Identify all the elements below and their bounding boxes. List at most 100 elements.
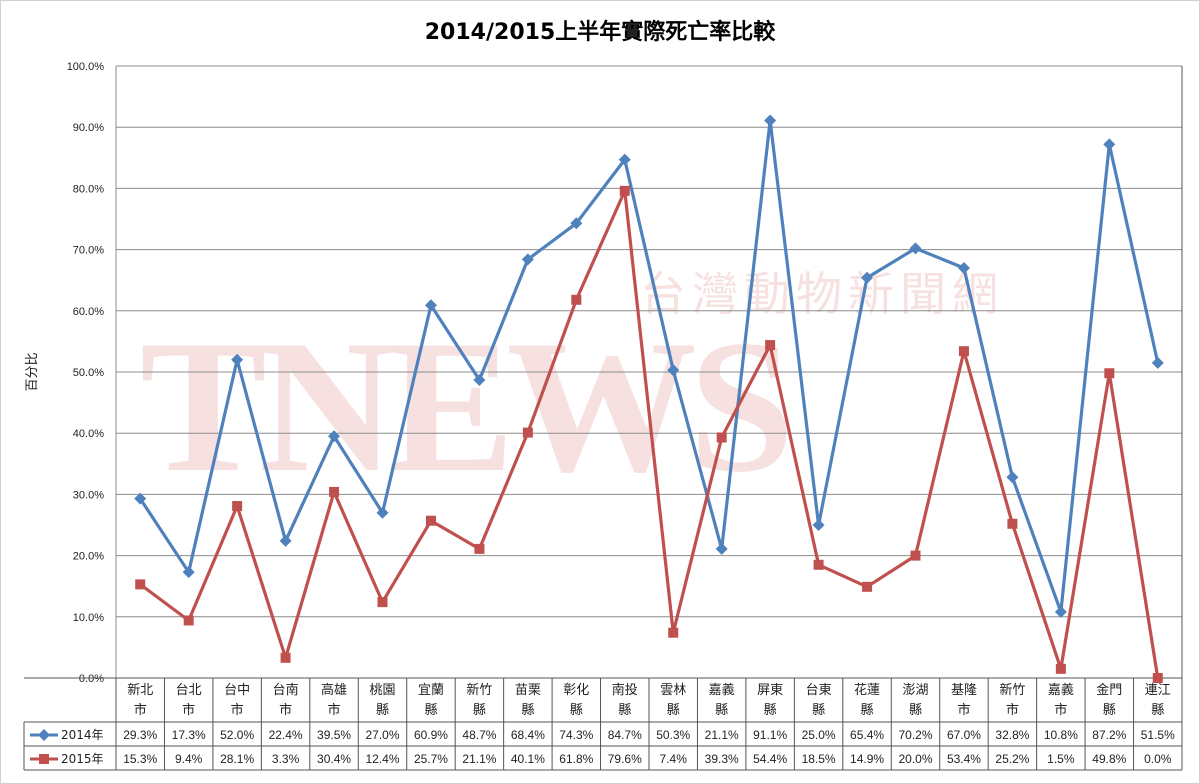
y-tick-label: 50.0% xyxy=(73,367,104,379)
data-point xyxy=(910,550,921,561)
legend-marker xyxy=(38,729,50,741)
x-category-label: 連江縣 xyxy=(1145,683,1171,718)
table-cell-value: 17.3% xyxy=(172,728,206,742)
category-label-line: 市 xyxy=(182,702,195,718)
y-tick-label: 20.0% xyxy=(73,551,104,563)
data-point xyxy=(618,153,631,166)
y-axis-ticks: 0.0% 10.0% 20.0% 30.0% 40.0% 50.0% 60.0% 70.0% 8… xyxy=(67,61,105,685)
data-point xyxy=(958,346,969,357)
category-label-line: 縣 xyxy=(667,703,680,718)
data-point xyxy=(424,299,437,312)
y-axis-label: 百分比 xyxy=(25,352,40,391)
table-cell-value: 68.4% xyxy=(511,728,545,742)
x-category-label: 金門縣 xyxy=(1096,682,1122,718)
data-point xyxy=(425,515,436,526)
table-cell-value: 21.1% xyxy=(462,752,496,766)
gridlines xyxy=(115,65,1182,679)
category-label-line: 嘉義 xyxy=(1048,682,1074,698)
table-cell-value: 52.0% xyxy=(220,728,254,742)
legend-marker xyxy=(39,754,49,764)
x-category-label: 桃園縣 xyxy=(369,683,395,718)
table-cell-value: 30.4% xyxy=(317,752,351,766)
data-point xyxy=(1103,138,1116,151)
data-point xyxy=(715,542,728,555)
series-line-2015年 xyxy=(139,189,1160,679)
table-cell-value: 0.0% xyxy=(1144,752,1172,766)
table-cell-value: 18.5% xyxy=(802,752,836,766)
table-cell-value: 65.4% xyxy=(850,728,884,742)
x-category-label: 高雄市 xyxy=(321,682,347,718)
x-category-label: 宜蘭縣 xyxy=(418,682,444,718)
category-label-line: 嘉義 xyxy=(709,682,735,698)
data-table: 新北市台北市台中市台南市高雄市桃園縣宜蘭縣新竹縣苗栗縣彰化縣南投縣雲林縣嘉義縣屏… xyxy=(23,66,1183,771)
category-label-line: 市 xyxy=(957,702,970,718)
table-cell-value: 48.7% xyxy=(462,728,496,742)
y-tick-label: 10.0% xyxy=(73,612,104,624)
data-point xyxy=(1104,368,1115,379)
table-cell-value: 70.2% xyxy=(898,728,932,742)
category-label-line: 縣 xyxy=(812,703,825,718)
category-label-line: 高雄 xyxy=(321,682,347,698)
data-point xyxy=(619,185,630,196)
legend-label: 2014年 xyxy=(61,728,104,742)
table-cell-value: 53.4% xyxy=(947,752,981,766)
category-label-line: 縣 xyxy=(909,703,922,718)
category-label-line: 新竹 xyxy=(466,682,492,698)
category-label-line: 市 xyxy=(134,702,147,718)
series-lines xyxy=(134,114,1164,683)
data-point xyxy=(813,559,824,570)
table-cell-value: 25.2% xyxy=(995,752,1029,766)
data-point xyxy=(1054,605,1067,618)
category-label-line: 縣 xyxy=(1103,703,1116,718)
x-category-label: 花蓮縣 xyxy=(854,682,880,718)
table-cell-value: 49.8% xyxy=(1092,752,1126,766)
x-category-label: 新竹縣 xyxy=(466,682,492,718)
category-label-line: 雲林 xyxy=(660,683,686,698)
category-label-line: 屏東 xyxy=(757,682,783,698)
data-point xyxy=(231,353,244,366)
category-label-line: 縣 xyxy=(861,703,874,718)
y-tick-label: 70.0% xyxy=(73,245,104,257)
table-cell-value: 25.0% xyxy=(802,728,836,742)
x-category-label: 澎湖縣 xyxy=(902,683,928,718)
table-cell-value: 14.9% xyxy=(850,752,884,766)
data-point xyxy=(812,519,825,531)
category-label-line: 縣 xyxy=(570,703,583,718)
x-category-label: 彰化縣 xyxy=(563,682,589,718)
category-label-line: 宜蘭 xyxy=(418,682,444,698)
data-point xyxy=(1152,673,1163,683)
category-label-line: 市 xyxy=(1006,702,1019,718)
table-cell-value: 12.4% xyxy=(365,752,399,766)
x-category-label: 屏東縣 xyxy=(757,682,783,718)
table-cell-value: 22.4% xyxy=(269,728,303,742)
table-cell-value: 74.3% xyxy=(559,728,593,742)
table-cell-value: 9.4% xyxy=(175,752,203,766)
table-cell-value: 91.1% xyxy=(753,728,787,742)
data-point xyxy=(232,501,243,512)
x-category-label: 台東縣 xyxy=(806,682,832,718)
data-point xyxy=(909,242,922,255)
table-cell-value: 7.4% xyxy=(660,752,688,766)
category-label-line: 市 xyxy=(231,702,244,718)
table-cell-value: 39.5% xyxy=(317,728,351,742)
table-cell-value: 21.1% xyxy=(705,728,739,742)
table-cell-value: 54.4% xyxy=(753,752,787,766)
table-cell-value: 40.1% xyxy=(511,752,545,766)
table-cell-value: 79.6% xyxy=(608,752,642,766)
table-cell-value: 28.1% xyxy=(220,752,254,766)
x-category-label: 台中市 xyxy=(224,683,250,718)
x-category-label: 雲林縣 xyxy=(660,683,686,718)
x-category-label: 基隆市 xyxy=(951,683,977,718)
category-label-line: 縣 xyxy=(473,703,486,718)
category-label-line: 金門 xyxy=(1096,682,1122,698)
y-tick-label: 90.0% xyxy=(73,122,104,134)
data-point xyxy=(279,534,292,547)
category-label-line: 縣 xyxy=(1151,703,1164,718)
table-cell-value: 10.8% xyxy=(1044,728,1078,742)
y-tick-label: 30.0% xyxy=(73,489,104,501)
x-category-label: 新竹市 xyxy=(999,682,1025,718)
data-point xyxy=(522,427,533,438)
legend-label: 2015年 xyxy=(61,752,104,766)
data-point xyxy=(765,340,776,351)
data-point xyxy=(861,271,874,284)
